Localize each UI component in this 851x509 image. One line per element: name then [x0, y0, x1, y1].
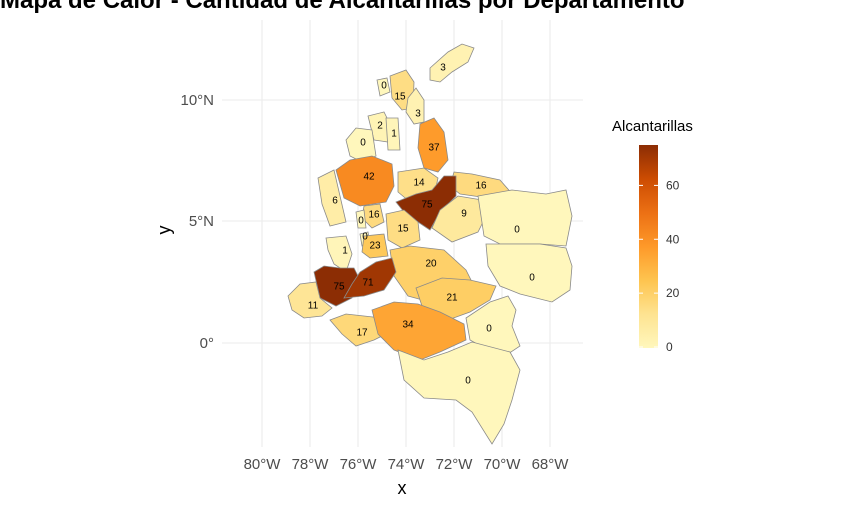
department-region — [417, 117, 449, 173]
x-tick-label: 76°W — [340, 456, 378, 473]
department-value-label: 3 — [415, 109, 421, 120]
department-value-label: 20 — [425, 259, 437, 270]
department-region — [385, 209, 421, 249]
legend-tick-label: 60 — [666, 178, 680, 192]
department-value-label: 42 — [363, 172, 375, 183]
legend-title: Alcantarillas — [612, 118, 693, 135]
department-region — [317, 169, 347, 227]
department-region — [345, 127, 377, 163]
department-value-label: 0 — [358, 216, 364, 227]
department-value-label: 9 — [461, 209, 467, 220]
legend-ticks: 60 40 20 0 — [639, 178, 680, 354]
department-value-label: 23 — [369, 241, 381, 252]
department-value-label: 0 — [465, 376, 471, 387]
legend-colorbar — [639, 145, 658, 348]
department-region — [361, 233, 389, 259]
x-tick-label: 68°W — [532, 456, 570, 473]
color-legend: Alcantarillas 60 40 20 0 — [612, 118, 693, 354]
x-tick-label: 80°W — [244, 456, 282, 473]
department-value-label: 0 — [362, 232, 368, 243]
department-region — [429, 43, 475, 83]
department-value-label: 0 — [514, 225, 520, 236]
x-axis-ticks: 80°W 78°W 76°W 74°W 72°W 70°W 68°W — [244, 456, 570, 473]
department-value-label: 75 — [333, 282, 345, 293]
department-value-label: 21 — [446, 293, 458, 304]
department-value-label: 16 — [368, 210, 380, 221]
y-axis-ticks: 10°N 5°N 0° — [180, 92, 214, 352]
department-region — [397, 341, 521, 445]
department-value-label: 71 — [362, 278, 374, 289]
department-value-label: 75 — [421, 200, 433, 211]
department-regions — [287, 43, 573, 445]
department-region — [477, 189, 573, 247]
department-value-label: 1 — [391, 129, 397, 140]
legend-tick-label: 0 — [666, 340, 673, 354]
department-region — [355, 209, 367, 229]
department-value-label: 11 — [308, 301, 319, 312]
legend-tick-label: 20 — [666, 286, 680, 300]
department-region — [335, 155, 395, 207]
department-value-label: 34 — [402, 320, 414, 331]
department-value-label: 0 — [381, 81, 387, 92]
y-axis-title: y — [154, 226, 174, 235]
x-axis-title: x — [398, 478, 407, 498]
department-value-label: 17 — [356, 328, 368, 339]
department-value-label: 15 — [397, 224, 409, 235]
y-tick-label: 10°N — [180, 92, 214, 109]
chart-title: Mapa de Calor - Cantidad de Alcantarilla… — [0, 0, 685, 14]
department-value-label: 0 — [486, 324, 492, 335]
legend-tick-label: 40 — [666, 232, 680, 246]
department-value-label: 2 — [377, 121, 383, 132]
x-tick-label: 74°W — [388, 456, 426, 473]
department-region — [371, 301, 467, 361]
department-region — [385, 117, 401, 151]
department-value-label: 6 — [332, 196, 338, 207]
department-region — [287, 281, 333, 319]
department-region — [376, 77, 391, 97]
department-value-label: 37 — [428, 143, 440, 154]
department-value-label: 16 — [475, 181, 487, 192]
y-tick-label: 5°N — [189, 213, 214, 230]
x-tick-label: 78°W — [292, 456, 330, 473]
department-value-label: 14 — [413, 178, 425, 189]
department-value-label: 0 — [360, 138, 366, 149]
y-tick-label: 0° — [200, 335, 214, 352]
department-value-label: 15 — [394, 92, 406, 103]
department-value-label: 1 — [342, 246, 348, 257]
department-region — [485, 243, 573, 303]
x-tick-label: 72°W — [436, 456, 474, 473]
department-value-label: 0 — [529, 273, 535, 284]
department-region — [343, 257, 397, 299]
x-tick-label: 70°W — [484, 456, 522, 473]
department-value-label: 3 — [440, 63, 446, 74]
